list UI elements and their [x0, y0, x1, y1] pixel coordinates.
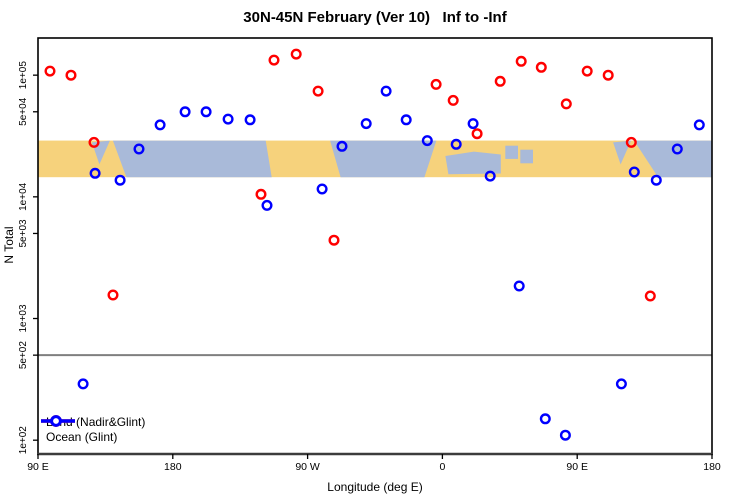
- map-band-ocean-black-sea: [505, 145, 518, 159]
- data-point-ocean: [244, 114, 256, 126]
- legend-item-ocean: Ocean (Glint): [40, 415, 145, 444]
- x-axis-title: Longitude (deg E): [327, 480, 423, 494]
- y-tick-label: 5e+04: [18, 97, 29, 126]
- y-tick-label: 5e+03: [18, 219, 29, 248]
- chart-title: 30N-45N February (Ver 10) Inf to -Inf: [243, 9, 507, 26]
- data-point-ocean: [559, 429, 571, 441]
- map-band-ocean-caspian-sea: [520, 149, 533, 164]
- data-point-ocean: [539, 413, 551, 425]
- data-point-ocean: [179, 106, 191, 118]
- y-tick-label: 1e+04: [18, 182, 29, 211]
- data-point-ocean: [114, 174, 126, 186]
- data-point-ocean: [484, 170, 496, 182]
- data-point-land: [255, 188, 267, 200]
- x-tick-label: 90 E: [566, 461, 588, 473]
- data-point-ocean: [615, 378, 627, 390]
- data-point-land: [328, 234, 340, 246]
- data-point-ocean: [400, 114, 412, 126]
- map-band-ocean-pacific-west: [112, 140, 272, 178]
- data-point-land: [65, 69, 77, 81]
- data-point-ocean: [693, 119, 705, 131]
- data-point-land: [268, 54, 280, 66]
- data-point-land: [107, 289, 119, 301]
- data-point-ocean: [450, 138, 462, 150]
- x-tick-label: 180: [703, 461, 721, 473]
- y-tick-label: 1e+03: [18, 304, 29, 333]
- data-point-land: [515, 55, 527, 67]
- map-band-ocean-mediterranean: [445, 151, 501, 175]
- data-point-ocean: [316, 183, 328, 195]
- data-point-ocean: [380, 85, 392, 97]
- data-point-ocean: [628, 166, 640, 178]
- data-point-ocean: [650, 174, 662, 186]
- data-point-ocean: [336, 140, 348, 152]
- data-point-land: [644, 290, 656, 302]
- data-point-ocean: [513, 280, 525, 292]
- data-point-land: [447, 94, 459, 106]
- x-tick-label: 180: [164, 461, 182, 473]
- data-point-ocean: [133, 143, 145, 155]
- data-point-ocean: [261, 199, 273, 211]
- data-point-land: [560, 98, 572, 110]
- map-band-ocean-pacific-east: [634, 140, 712, 178]
- map-band-ocean-sea-of-japan-east: [613, 140, 632, 165]
- data-point-land: [44, 65, 56, 77]
- legend: Land (Nadir&Glint) Ocean (Glint): [40, 414, 145, 444]
- data-point-ocean: [421, 135, 433, 147]
- x-tick-label: 90 E: [27, 461, 49, 473]
- data-point-land: [290, 48, 302, 60]
- data-point-ocean: [467, 118, 479, 130]
- data-point-ocean: [360, 118, 372, 130]
- data-point-land: [625, 136, 637, 148]
- x-tick-label: 0: [439, 461, 445, 473]
- data-point-land: [471, 128, 483, 140]
- data-point-ocean: [154, 119, 166, 131]
- data-point-land: [430, 78, 442, 90]
- plot-border: [37, 37, 713, 455]
- legend-label-ocean: Ocean (Glint): [46, 429, 118, 444]
- y-tick-label: 5e+02: [18, 341, 29, 370]
- data-point-land: [494, 75, 506, 87]
- data-point-ocean: [89, 167, 101, 179]
- data-point-ocean: [77, 378, 89, 390]
- data-point-land: [581, 65, 593, 77]
- ocean-marker-icon: [41, 415, 75, 427]
- y-tick-label: 1e+05: [18, 61, 29, 90]
- data-point-land: [312, 85, 324, 97]
- map-band-ocean-atlantic: [330, 140, 437, 178]
- data-point-land: [602, 69, 614, 81]
- data-point-land: [535, 61, 547, 73]
- y-tick-label: 1e+02: [18, 426, 29, 455]
- data-point-ocean: [671, 143, 683, 155]
- data-point-land: [88, 136, 100, 148]
- data-point-ocean: [222, 113, 234, 125]
- x-tick-label: 90 W: [295, 461, 320, 473]
- data-point-ocean: [200, 106, 212, 118]
